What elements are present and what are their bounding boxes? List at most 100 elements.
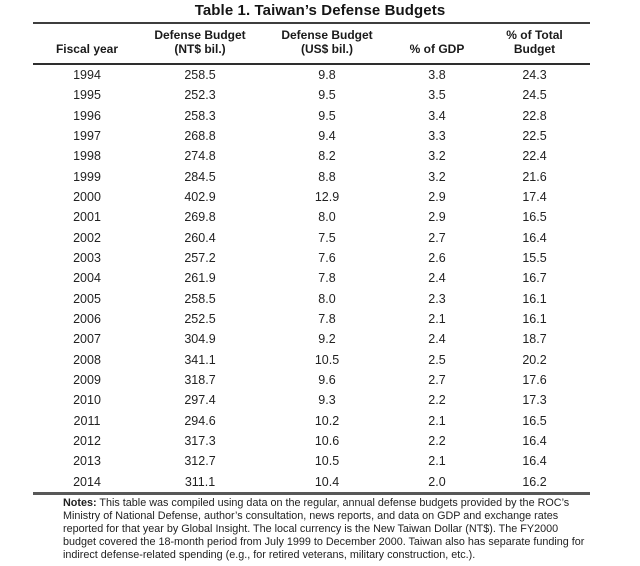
table-cell: 7.6 <box>318 250 336 265</box>
table-cell: 260.4 <box>184 230 216 245</box>
table-cell: 261.9 <box>184 271 216 286</box>
notes-line: reported for that year by Global Insight… <box>63 523 559 536</box>
column-header-line: Defense Budget <box>154 28 246 42</box>
table-cell: 16.4 <box>522 454 547 469</box>
table-cell: 2.2 <box>428 433 446 448</box>
table-cell: 2.7 <box>428 230 446 245</box>
table-cell: 16.7 <box>522 271 547 286</box>
table-cell: 17.6 <box>522 372 547 387</box>
table-cell: 2009 <box>73 372 101 387</box>
table-cell: 2.9 <box>428 210 446 225</box>
table-cell: 2.3 <box>428 291 446 306</box>
table-cell: 9.6 <box>318 372 336 387</box>
table-cell: 1999 <box>73 169 101 184</box>
table-cell: 294.6 <box>184 413 216 428</box>
table-cell: 8.2 <box>318 149 336 164</box>
column-header-line: % of Total <box>506 28 563 42</box>
table-cell: 22.5 <box>522 128 547 143</box>
table-cell: 15.5 <box>522 250 547 265</box>
table-cell: 258.3 <box>184 108 216 123</box>
table-cell: 1996 <box>73 108 101 123</box>
table-cell: 2001 <box>73 210 101 225</box>
column-header-line: Fiscal year <box>55 41 119 56</box>
table-cell: 2.4 <box>428 271 446 286</box>
table-cell: 16.4 <box>522 230 547 245</box>
table-cell: 312.7 <box>184 454 216 469</box>
table-cell: 8.8 <box>318 169 336 184</box>
table-cell: 3.2 <box>428 169 446 184</box>
header-row: Fiscal year Defense Budget (NT$ bil.) Defen… <box>33 23 590 65</box>
table-cell: 258.5 <box>184 291 216 306</box>
table-cell: 16.5 <box>522 413 547 428</box>
column-header: % of Total Budget <box>479 23 590 65</box>
table-cell: 268.8 <box>184 128 216 143</box>
column-header-line: Budget <box>513 41 556 56</box>
table-cell: 9.5 <box>318 88 336 103</box>
table-cell: 18.7 <box>522 332 547 347</box>
table-cell: 16.2 <box>522 474 547 489</box>
table-cell: 252.5 <box>184 311 216 326</box>
table-cell: 269.8 <box>184 210 216 225</box>
table-cell: 3.4 <box>428 108 446 123</box>
table-cell: 21.6 <box>522 169 547 184</box>
table-cell: 3.5 <box>428 88 446 103</box>
table-cell: 24.5 <box>522 88 547 103</box>
table-cell: 22.4 <box>522 149 547 164</box>
table-row: 2000 402.9 12.9 2.9 17.4 <box>33 187 590 207</box>
table-cell: 9.8 <box>318 68 336 82</box>
table-cell: 297.4 <box>184 393 216 408</box>
table-cell: 10.6 <box>314 433 340 448</box>
notes-line: indirect defense-related spending (e.g.,… <box>63 549 476 562</box>
notes: Notes: This table was compiled using dat… <box>63 497 593 562</box>
table-row: 2009 318.7 9.6 2.7 17.6 <box>33 370 590 390</box>
table-cell: 24.3 <box>522 68 547 82</box>
table-cell: 311.1 <box>184 474 216 489</box>
column-header: % of GDP <box>395 23 479 65</box>
table-cell: 7.8 <box>318 271 336 286</box>
table-row: 1998 274.8 8.2 3.2 22.4 <box>33 146 590 166</box>
column-header: Fiscal year <box>33 23 141 65</box>
table-cell: 8.0 <box>318 291 336 306</box>
table-cell: 2007 <box>73 332 101 347</box>
table-cell: 9.5 <box>318 108 336 123</box>
table-cell: 2008 <box>73 352 101 367</box>
table-cell: 12.9 <box>314 189 340 204</box>
table-row: 1997 268.8 9.4 3.3 22.5 <box>33 126 590 146</box>
table-cell: 10.2 <box>314 413 340 428</box>
table-title: Table 1. Taiwan’s Defense Budgets <box>194 2 446 19</box>
column-header-line: (NT$ bil.) <box>174 41 226 56</box>
table-cell: 304.9 <box>184 332 216 347</box>
table-cell: 1997 <box>73 128 101 143</box>
table-row: 2003 257.2 7.6 2.6 15.5 <box>33 248 590 268</box>
column-header: Defense Budget (US$ bil.) <box>259 23 395 65</box>
table-cell: 2006 <box>73 311 101 326</box>
table-row: 2010 297.4 9.3 2.2 17.3 <box>33 390 590 410</box>
column-header-line: Defense Budget <box>281 28 373 42</box>
table-row: 2005 258.5 8.0 2.3 16.1 <box>33 289 590 309</box>
table-row: 2006 252.5 7.8 2.1 16.1 <box>33 309 590 329</box>
table-row: 1994 258.5 9.8 3.8 24.3 <box>33 64 590 85</box>
table-cell: 2.2 <box>428 393 446 408</box>
table-cell: 2014 <box>73 474 101 489</box>
table-cell: 2.6 <box>428 250 446 265</box>
table-row: 2011 294.6 10.2 2.1 16.5 <box>33 411 590 431</box>
table-cell: 9.2 <box>318 332 336 347</box>
table-row: 2002 260.4 7.5 2.7 16.4 <box>33 228 590 248</box>
table-cell: 20.2 <box>522 352 547 367</box>
table-cell: 10.5 <box>314 352 340 367</box>
table-cell: 258.5 <box>184 68 216 82</box>
table-cell: 2012 <box>73 433 101 448</box>
table-cell: 2.0 <box>428 474 446 489</box>
table-cell: 7.8 <box>318 311 336 326</box>
table-cell: 252.3 <box>184 88 216 103</box>
table-row: 1999 284.5 8.8 3.2 21.6 <box>33 167 590 187</box>
table-cell: 2004 <box>73 271 101 286</box>
table-cell: 2.4 <box>428 332 446 347</box>
column-header-line: % of GDP <box>409 41 465 56</box>
table-row: 2004 261.9 7.8 2.4 16.7 <box>33 268 590 288</box>
table-cell: 16.1 <box>522 291 547 306</box>
table-cell: 402.9 <box>184 189 216 204</box>
table-row: 2008 341.1 10.5 2.5 20.2 <box>33 350 590 370</box>
table-cell: 7.5 <box>318 230 336 245</box>
